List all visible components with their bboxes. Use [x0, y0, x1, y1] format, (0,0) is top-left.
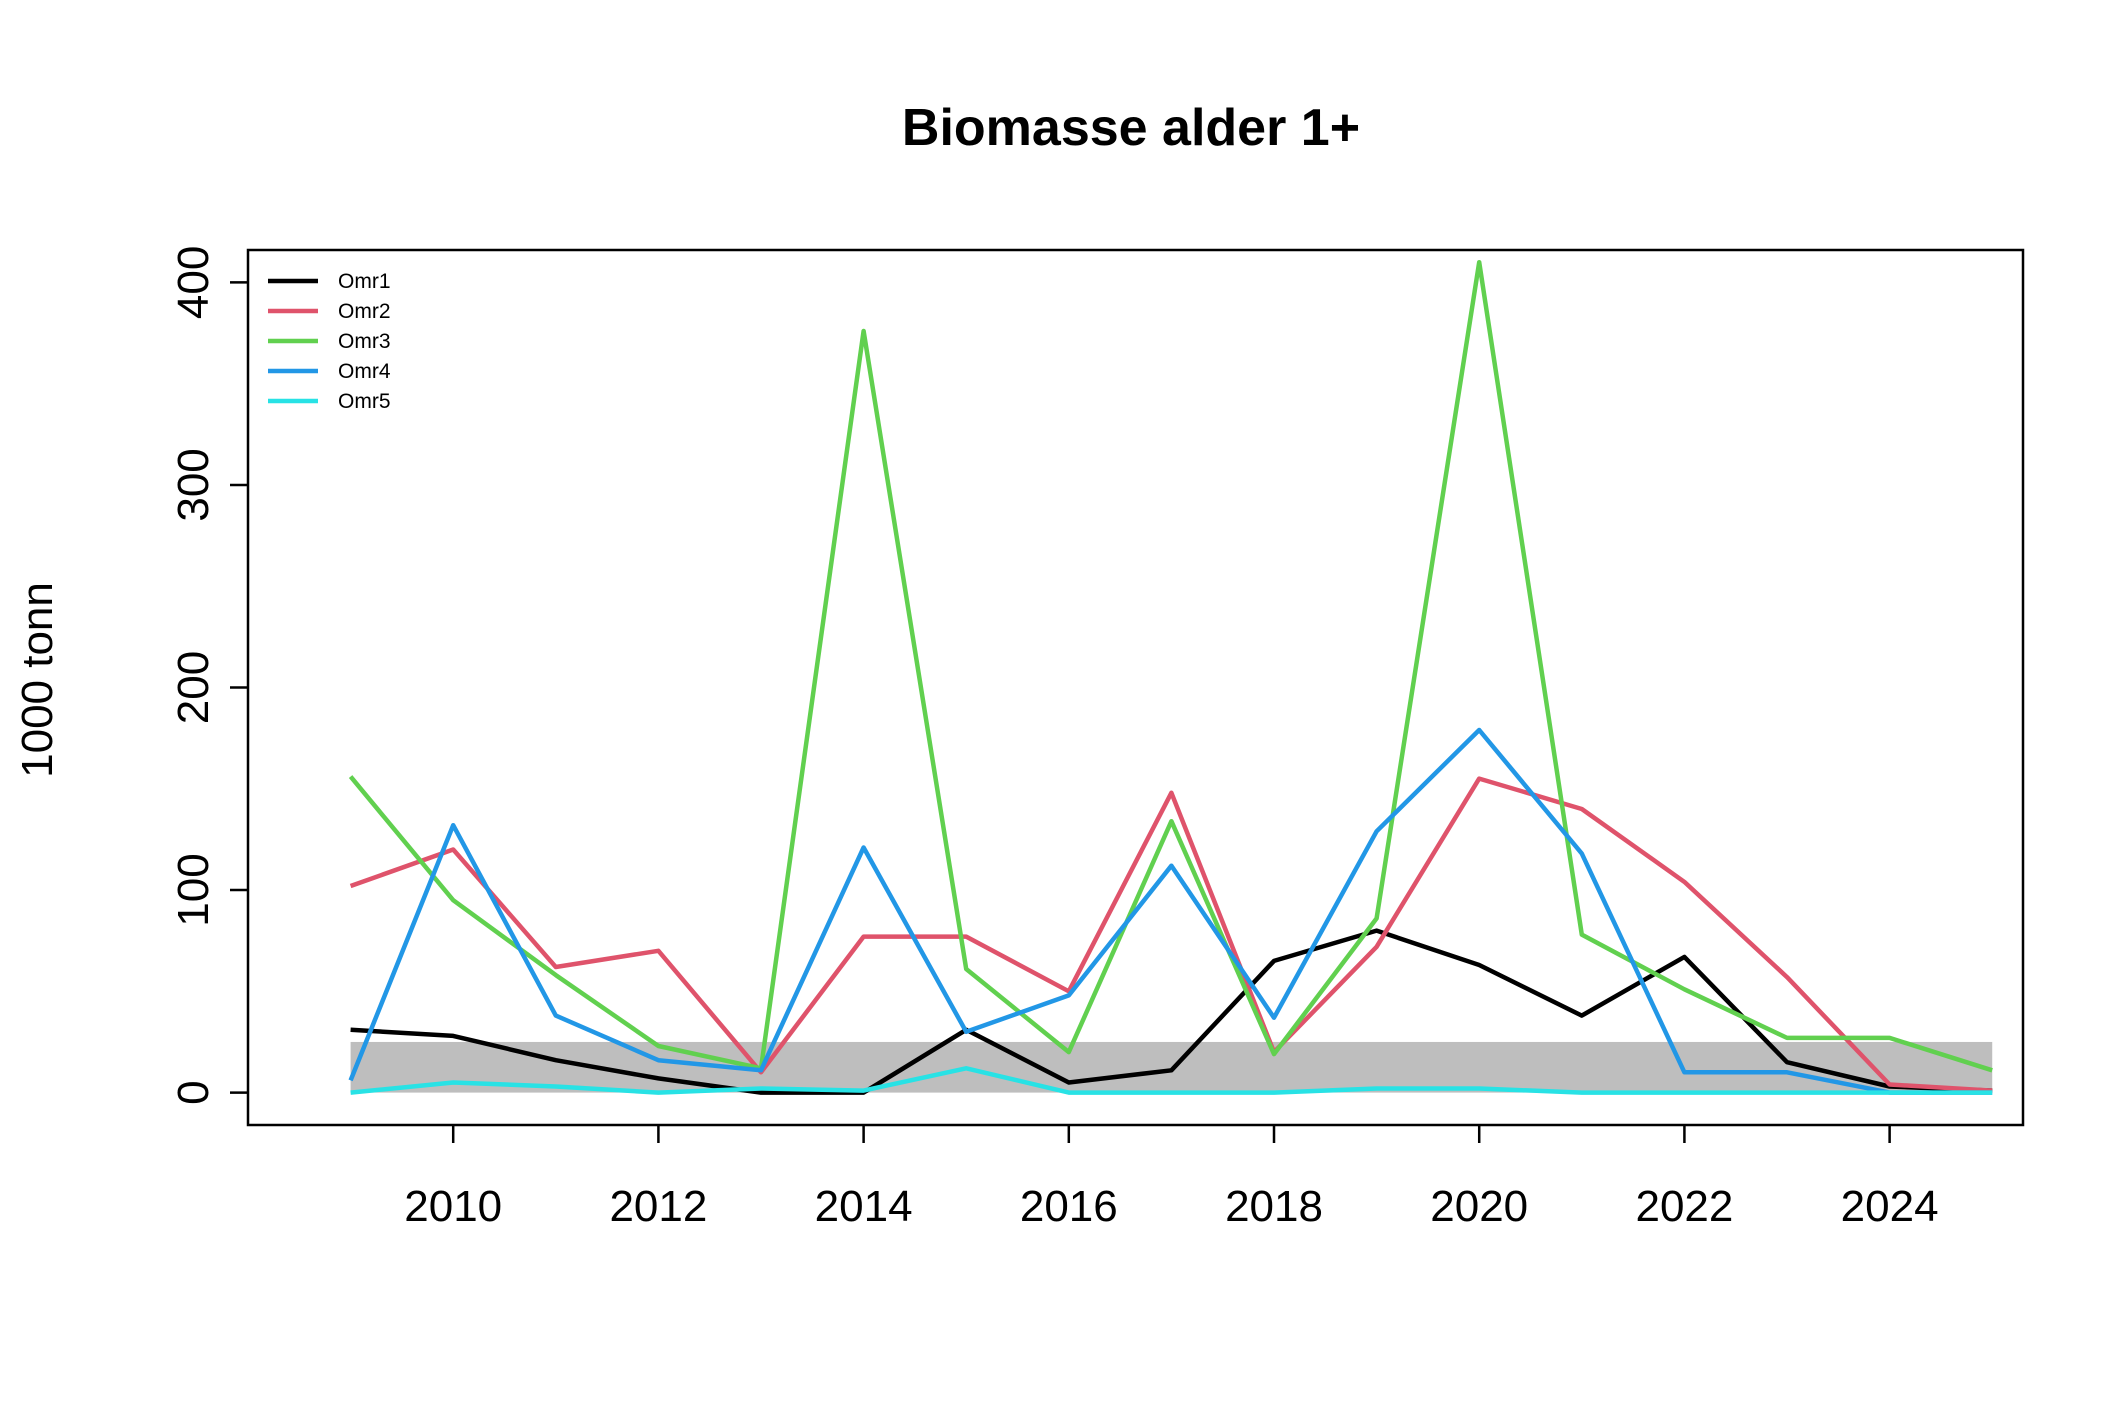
x-tick-label: 2010: [404, 1182, 502, 1231]
y-tick-label: 300: [169, 448, 218, 521]
x-axis: 2010 2012 2014 2016 2018 2020 2022 2024: [404, 1125, 1939, 1231]
series-line-omr2: [349, 776, 1993, 1093]
series-line-omr3: [348, 259, 1993, 1073]
x-tick-label: 2018: [1225, 1182, 1323, 1231]
y-tick-label: 200: [169, 651, 218, 724]
plot-frame: [246, 248, 2025, 1127]
x-tick-label: 2024: [1841, 1182, 1939, 1231]
y-tick-label: 100: [169, 853, 218, 926]
series-line-omr5: [350, 1066, 1993, 1095]
y-tick-label: 400: [169, 246, 218, 319]
y-axis: 0 100 200 300 400: [169, 246, 248, 1105]
x-tick-label: 2020: [1430, 1182, 1528, 1231]
legend-label-omr5: Omr5: [338, 390, 391, 413]
legend-label-omr1: Omr1: [338, 270, 391, 293]
y-axis-label: 1000 tonn: [13, 582, 62, 778]
legend-label-omr4: Omr4: [338, 360, 391, 383]
x-tick-label: 2014: [815, 1182, 913, 1231]
chart-title: Biomasse alder 1+: [902, 99, 1360, 157]
legend: Omr1 Omr2 Omr3 Omr4 Omr5: [268, 270, 391, 413]
series-line-omr1: [350, 928, 1993, 1095]
legend-label-omr2: Omr2: [338, 300, 391, 323]
y-tick-label: 0: [169, 1080, 218, 1104]
x-tick-label: 2016: [1020, 1182, 1118, 1231]
series-line-omr4: [348, 727, 1993, 1095]
x-tick-label: 2022: [1635, 1182, 1733, 1231]
legend-label-omr3: Omr3: [338, 330, 391, 353]
series-layer: [348, 259, 1993, 1095]
x-tick-label: 2012: [609, 1182, 707, 1231]
